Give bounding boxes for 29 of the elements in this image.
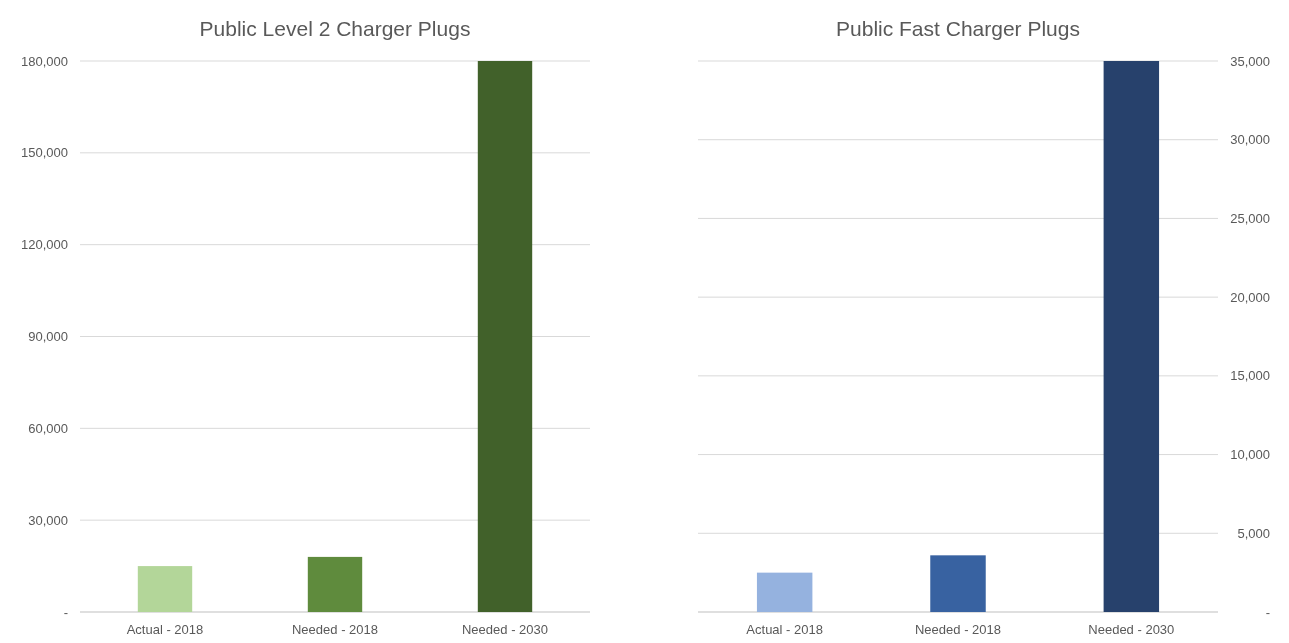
y-tick-label: 120,000 [21, 237, 68, 253]
y2-tick-label: 25,000 [1230, 210, 1270, 226]
y2-tick-label: 35,000 [1230, 53, 1270, 69]
bar [137, 566, 193, 612]
y-tick-label: 150,000 [21, 145, 68, 161]
x-tick-label: Needed - 2018 [914, 622, 1002, 637]
y2-tick-label: - [1265, 604, 1270, 620]
chart-title: Public Fast Charger Plugs [836, 17, 1080, 40]
y2-tick-label: 20,000 [1230, 289, 1270, 305]
x-tick-label: Needed - 2018 [291, 622, 379, 637]
x-tick-label: Needed - 2030 [1088, 622, 1175, 637]
chart-title: Public Level 2 Charger Plugs [199, 17, 471, 40]
y2-tick-label: 30,000 [1230, 132, 1270, 148]
y-tick-label: 90,000 [28, 329, 68, 345]
bar [477, 61, 533, 612]
y-tick-label: 30,000 [28, 512, 68, 528]
bar [756, 572, 813, 612]
x-tick-label: Needed - 2030 [461, 622, 549, 637]
y-tick-label: - [63, 604, 68, 620]
x-tick-label: Actual - 2018 [746, 622, 823, 637]
y2-tick-label: 5,000 [1237, 525, 1270, 541]
bar [930, 555, 986, 612]
bar [307, 556, 363, 612]
x-tick-label: Actual - 2018 [126, 622, 204, 637]
bar [1103, 61, 1160, 612]
y2-tick-label: 15,000 [1230, 368, 1270, 384]
y2-tick-label: 10,000 [1230, 447, 1270, 463]
y-tick-label: 60,000 [28, 420, 68, 436]
y-tick-label: 180,000 [21, 53, 68, 69]
